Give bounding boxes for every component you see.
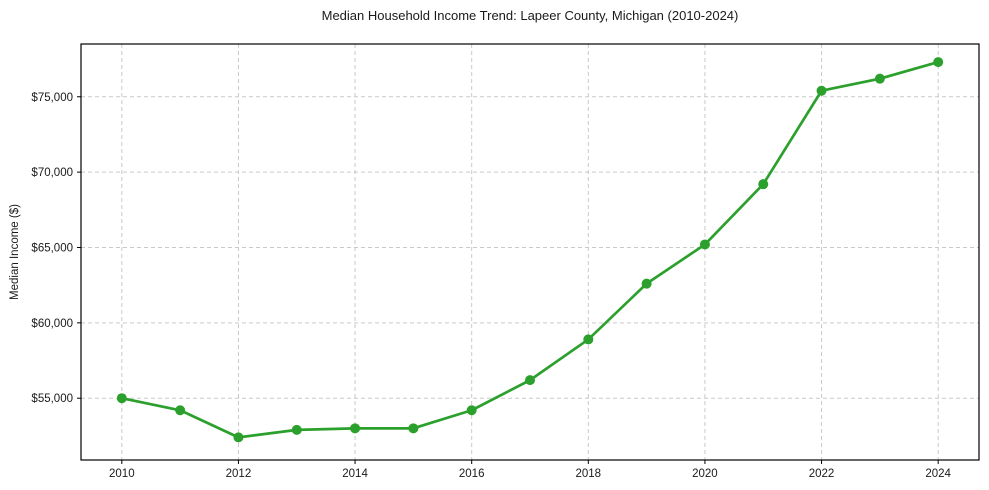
- data-point: [350, 423, 361, 434]
- y-tick-label: $55,000: [31, 393, 73, 405]
- data-point: [233, 432, 244, 443]
- data-point: [116, 393, 127, 404]
- x-tick-label: 2020: [692, 468, 718, 480]
- data-point: [641, 278, 652, 289]
- y-tick-label: $60,000: [31, 318, 73, 330]
- data-point: [408, 423, 419, 434]
- data-point: [525, 375, 535, 386]
- data-point: [816, 85, 827, 96]
- y-tick-label: $65,000: [31, 242, 73, 254]
- x-tick-label: 2010: [109, 468, 135, 480]
- data-point: [758, 179, 769, 190]
- x-tick-label: 2022: [809, 468, 835, 480]
- plot-border: [80, 43, 980, 461]
- data-point: [466, 405, 477, 416]
- data-point: [583, 334, 594, 345]
- data-point: [699, 239, 710, 250]
- x-tick-label: 2012: [226, 468, 252, 480]
- x-tick-label: 2018: [576, 468, 602, 480]
- data-point: [175, 405, 186, 416]
- y-tick-label: $75,000: [31, 92, 73, 104]
- y-tick-label: $70,000: [31, 167, 73, 179]
- plot-area: [81, 44, 979, 460]
- data-point: [874, 73, 885, 84]
- data-point: [291, 424, 302, 435]
- chart-title: Median Household Income Trend: Lapeer Co…: [321, 8, 739, 23]
- x-tick-label: 2014: [342, 468, 368, 480]
- x-tick-label: 2024: [925, 468, 951, 480]
- x-tick-label: 2016: [459, 468, 485, 480]
- data-point: [933, 57, 944, 68]
